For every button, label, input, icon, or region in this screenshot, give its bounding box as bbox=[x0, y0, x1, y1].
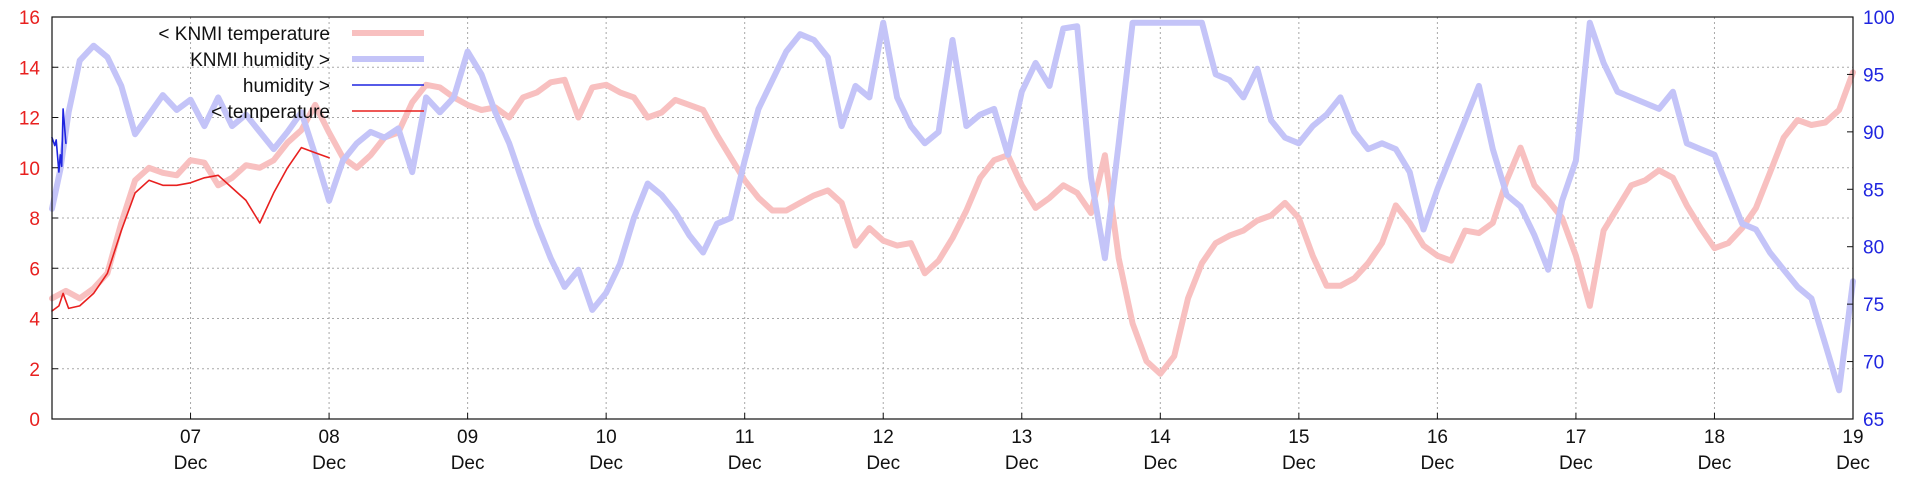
x-tick-month: Dec bbox=[1559, 453, 1593, 474]
x-tick-month: Dec bbox=[1143, 453, 1177, 474]
x-tick-month: Dec bbox=[589, 453, 623, 474]
x-tick-month: Dec bbox=[1282, 453, 1316, 474]
left-tick-label: 4 bbox=[29, 310, 40, 331]
x-tick-day: 12 bbox=[873, 427, 894, 448]
x-tick-day: 15 bbox=[1288, 427, 1309, 448]
legend-label: < KNMI temperature bbox=[158, 24, 330, 45]
x-tick-month: Dec bbox=[866, 453, 900, 474]
left-tick-label: 16 bbox=[19, 8, 40, 29]
right-tick-label: 70 bbox=[1863, 353, 1884, 374]
right-tick-label: 100 bbox=[1863, 8, 1895, 29]
series-line-3 bbox=[51, 146, 330, 312]
x-tick-month: Dec bbox=[312, 453, 346, 474]
right-tick-label: 75 bbox=[1863, 295, 1884, 316]
right-tick-label: 65 bbox=[1863, 410, 1884, 431]
x-tick-day: 19 bbox=[1842, 427, 1863, 448]
left-tick-label: 6 bbox=[29, 259, 40, 280]
left-tick-label: 12 bbox=[19, 109, 40, 130]
left-tick-label: 10 bbox=[19, 159, 40, 180]
right-tick-label: 95 bbox=[1863, 65, 1884, 86]
x-tick-day: 09 bbox=[457, 427, 478, 448]
x-tick-month: Dec bbox=[1420, 453, 1454, 474]
x-tick-day: 07 bbox=[180, 427, 201, 448]
x-tick-day: 08 bbox=[319, 427, 340, 448]
series-layer bbox=[49, 19, 1856, 394]
x-tick-day: 18 bbox=[1704, 427, 1725, 448]
tick-labels: 0 2 4 6 8 10 12 14 16 65 70 75 80 85 90 95 100 07 Dec 08 Dec… bbox=[19, 8, 1895, 474]
x-tick-day: 14 bbox=[1150, 427, 1172, 448]
x-tick-month: Dec bbox=[1005, 453, 1039, 474]
x-tick-day: 13 bbox=[1011, 427, 1032, 448]
legend: < KNMI temperature KNMI humidity > humidit… bbox=[158, 24, 424, 123]
legend-label: KNMI humidity > bbox=[190, 50, 330, 71]
left-tick-label: 8 bbox=[29, 209, 40, 230]
x-tick-month: Dec bbox=[451, 453, 485, 474]
x-tick-month: Dec bbox=[728, 453, 762, 474]
x-tick-day: 16 bbox=[1427, 427, 1448, 448]
right-tick-label: 85 bbox=[1863, 180, 1884, 201]
right-tick-label: 80 bbox=[1863, 238, 1884, 259]
grid bbox=[52, 17, 1853, 419]
series-line-1 bbox=[49, 19, 1856, 394]
x-tick-day: 11 bbox=[735, 427, 755, 448]
x-tick-month: Dec bbox=[1836, 453, 1870, 474]
left-tick-label: 14 bbox=[19, 58, 41, 79]
x-tick-month: Dec bbox=[1698, 453, 1732, 474]
series-line-0 bbox=[49, 69, 1856, 377]
x-tick-month: Dec bbox=[174, 453, 208, 474]
left-tick-label: 0 bbox=[29, 410, 40, 431]
series-line-2 bbox=[51, 108, 67, 173]
legend-label: < temperature bbox=[211, 102, 330, 123]
x-tick-day: 17 bbox=[1565, 427, 1586, 448]
right-tick-label: 90 bbox=[1863, 123, 1884, 144]
x-tick-day: 10 bbox=[596, 427, 617, 448]
plot-frame bbox=[51, 16, 1854, 420]
legend-label: humidity > bbox=[243, 76, 330, 97]
left-tick-label: 2 bbox=[29, 360, 40, 381]
